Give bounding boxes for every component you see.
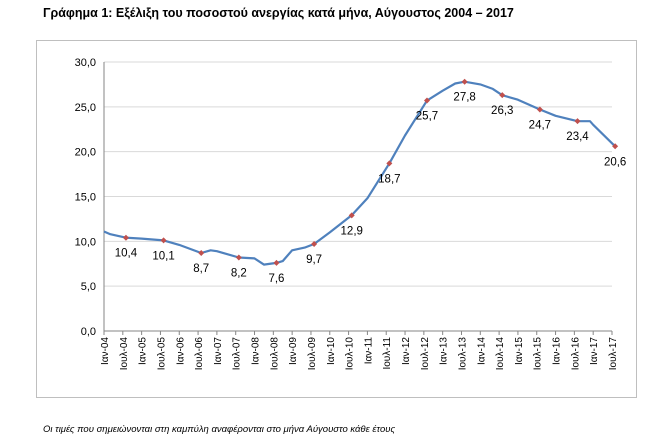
y-tick-label: 0,0 bbox=[81, 326, 96, 338]
x-tick-label: Ιουλ-17 bbox=[608, 337, 619, 371]
data-label: 18,7 bbox=[378, 173, 400, 185]
data-label: 26,3 bbox=[491, 105, 513, 117]
data-label: 23,4 bbox=[566, 131, 589, 143]
x-tick-label: Ιαν-17 bbox=[589, 337, 600, 365]
data-point-marker bbox=[160, 237, 167, 244]
data-point-marker bbox=[311, 241, 318, 248]
x-tick-label: Ιαν-08 bbox=[251, 337, 262, 365]
x-tick-label: Ιουλ-07 bbox=[232, 337, 243, 371]
data-label: 8,7 bbox=[193, 263, 209, 275]
x-tick-label: Ιουλ-11 bbox=[382, 337, 393, 370]
x-tick-label: Ιαν-11 bbox=[363, 337, 374, 365]
data-point-marker bbox=[273, 259, 280, 266]
data-label: 10,4 bbox=[115, 248, 138, 260]
data-point-marker bbox=[536, 106, 543, 113]
data-label: 10,1 bbox=[152, 250, 174, 262]
x-tick-label: Ιαν-12 bbox=[401, 337, 412, 365]
data-label: 8,2 bbox=[231, 267, 247, 279]
x-tick-label: Ιαν-15 bbox=[514, 337, 525, 365]
chart-footnote: Οι τιμές που σημειώνονται στη καμπύλη αν… bbox=[43, 424, 396, 435]
x-tick-label: Ιαν-14 bbox=[476, 337, 487, 365]
x-tick-label: Ιουλ-09 bbox=[307, 337, 318, 371]
x-tick-label: Ιουλ-12 bbox=[420, 337, 431, 371]
x-tick-label: Ιουλ-16 bbox=[570, 337, 581, 371]
data-point-marker bbox=[461, 78, 468, 85]
y-tick-label: 20,0 bbox=[75, 147, 96, 159]
x-tick-label: Ιουλ-15 bbox=[533, 337, 544, 371]
y-tick-label: 25,0 bbox=[75, 102, 96, 114]
x-tick-label: Ιουλ-05 bbox=[156, 337, 167, 371]
y-tick-label: 15,0 bbox=[75, 192, 96, 204]
chart-frame bbox=[36, 40, 637, 398]
x-tick-label: Ιουλ-04 bbox=[119, 337, 130, 371]
data-label: 12,9 bbox=[341, 225, 363, 237]
data-point-marker bbox=[612, 143, 619, 150]
x-tick-label: Ιαν-09 bbox=[288, 337, 299, 365]
x-tick-label: Ιαν-06 bbox=[175, 337, 186, 365]
data-point-marker bbox=[499, 92, 506, 99]
series-line bbox=[103, 80, 616, 266]
data-point-marker bbox=[348, 212, 355, 219]
y-tick-label: 5,0 bbox=[81, 281, 96, 293]
x-tick-label: Ιαν-10 bbox=[326, 337, 337, 365]
data-point-marker bbox=[386, 160, 393, 167]
y-tick-label: 30,0 bbox=[75, 57, 96, 69]
y-tick-label: 10,0 bbox=[75, 236, 96, 248]
data-label: 24,7 bbox=[529, 120, 551, 132]
data-label: 9,7 bbox=[306, 254, 322, 266]
data-label: 7,6 bbox=[268, 273, 284, 285]
x-tick-label: Ιουλ-14 bbox=[495, 337, 506, 371]
data-label: 20,6 bbox=[604, 156, 626, 168]
x-tick-label: Ιαν-13 bbox=[439, 337, 450, 365]
data-point-marker bbox=[423, 97, 430, 104]
x-tick-label: Ιουλ-06 bbox=[194, 337, 205, 371]
data-label: 25,7 bbox=[416, 111, 438, 123]
chart-title: Γράφημα 1: Εξέλιξη του ποσοστού ανεργίας… bbox=[43, 6, 514, 20]
data-point-marker bbox=[198, 249, 205, 256]
x-tick-label: Ιουλ-13 bbox=[457, 337, 468, 371]
x-tick-label: Ιαν-16 bbox=[552, 337, 563, 365]
x-tick-label: Ιουλ-10 bbox=[345, 337, 356, 371]
x-tick-label: Ιαν-04 bbox=[100, 337, 111, 365]
x-tick-label: Ιαν-07 bbox=[213, 337, 224, 365]
x-tick-label: Ιαν-05 bbox=[138, 337, 149, 365]
data-point-marker bbox=[122, 234, 129, 241]
data-point-marker bbox=[574, 118, 581, 125]
x-tick-label: Ιουλ-08 bbox=[269, 337, 280, 371]
data-label: 27,8 bbox=[453, 92, 475, 104]
data-point-marker bbox=[235, 254, 242, 261]
